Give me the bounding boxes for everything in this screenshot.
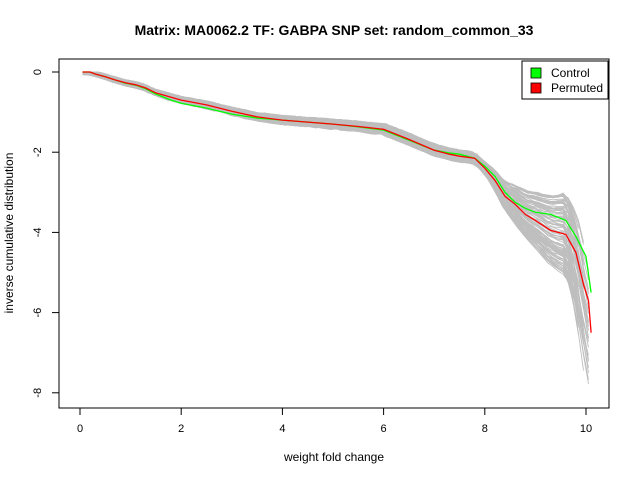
series-line-permuted — [82, 71, 592, 333]
background-line — [82, 71, 589, 323]
background-line — [82, 71, 579, 259]
background-line — [82, 72, 574, 275]
background-line — [82, 71, 589, 281]
series-lines — [82, 71, 592, 333]
background-line — [82, 71, 589, 293]
y-tick-label: -8 — [32, 388, 44, 398]
background-line — [82, 72, 574, 265]
background-line — [82, 71, 589, 290]
background-line — [82, 71, 579, 259]
legend-label: Control — [551, 66, 590, 80]
background-line — [82, 71, 574, 258]
background-line — [82, 71, 579, 258]
x-tick-label: 4 — [279, 423, 285, 435]
background-line — [82, 71, 574, 264]
x-tick-label: 8 — [482, 423, 488, 435]
x-tick-label: 0 — [77, 423, 83, 435]
background-line — [82, 71, 574, 244]
background-line — [82, 71, 589, 270]
x-axis-label: weight fold change — [283, 450, 384, 464]
background-line — [82, 71, 579, 259]
x-tick-label: 6 — [381, 423, 387, 435]
background-line — [82, 71, 579, 268]
x-tick-label: 10 — [580, 423, 592, 435]
background-line — [82, 71, 579, 239]
legend-label: Permuted — [551, 81, 603, 95]
y-tick-label: -4 — [32, 228, 44, 238]
y-tick-label: 0 — [32, 69, 44, 75]
y-axis: 0 -2 -4 -6 -8 — [32, 69, 60, 398]
background-line — [82, 71, 574, 249]
background-line — [82, 71, 579, 247]
x-axis: 0 2 4 6 8 10 — [77, 407, 592, 435]
background-line — [82, 71, 584, 243]
background-line — [82, 72, 574, 274]
background-line — [82, 71, 584, 245]
background-line — [82, 71, 579, 239]
background-line — [82, 72, 574, 277]
y-axis-label: inverse cumulative distribution — [2, 153, 16, 314]
background-line — [82, 73, 584, 371]
background-line — [82, 71, 584, 260]
background-line — [82, 71, 579, 259]
legend-swatch — [530, 82, 542, 94]
x-tick-label: 2 — [178, 423, 184, 435]
chart-title: Matrix: MA0062.2 TF: GABPA SNP set: rand… — [135, 22, 534, 38]
background-line — [82, 71, 579, 245]
legend-swatch — [530, 67, 542, 79]
background-line — [82, 71, 584, 289]
background-line — [82, 71, 584, 266]
background-line — [82, 71, 589, 295]
background-line — [82, 71, 574, 235]
background-line — [82, 71, 584, 264]
y-tick-label: -6 — [32, 308, 44, 318]
background-line — [82, 71, 574, 262]
background-line — [82, 71, 584, 293]
background-line — [82, 71, 584, 288]
background-line — [82, 71, 589, 373]
background-line — [82, 71, 574, 246]
y-tick-label: -2 — [32, 147, 44, 157]
background-lines — [82, 71, 589, 384]
background-line — [82, 72, 574, 275]
series-line-control — [82, 71, 592, 293]
